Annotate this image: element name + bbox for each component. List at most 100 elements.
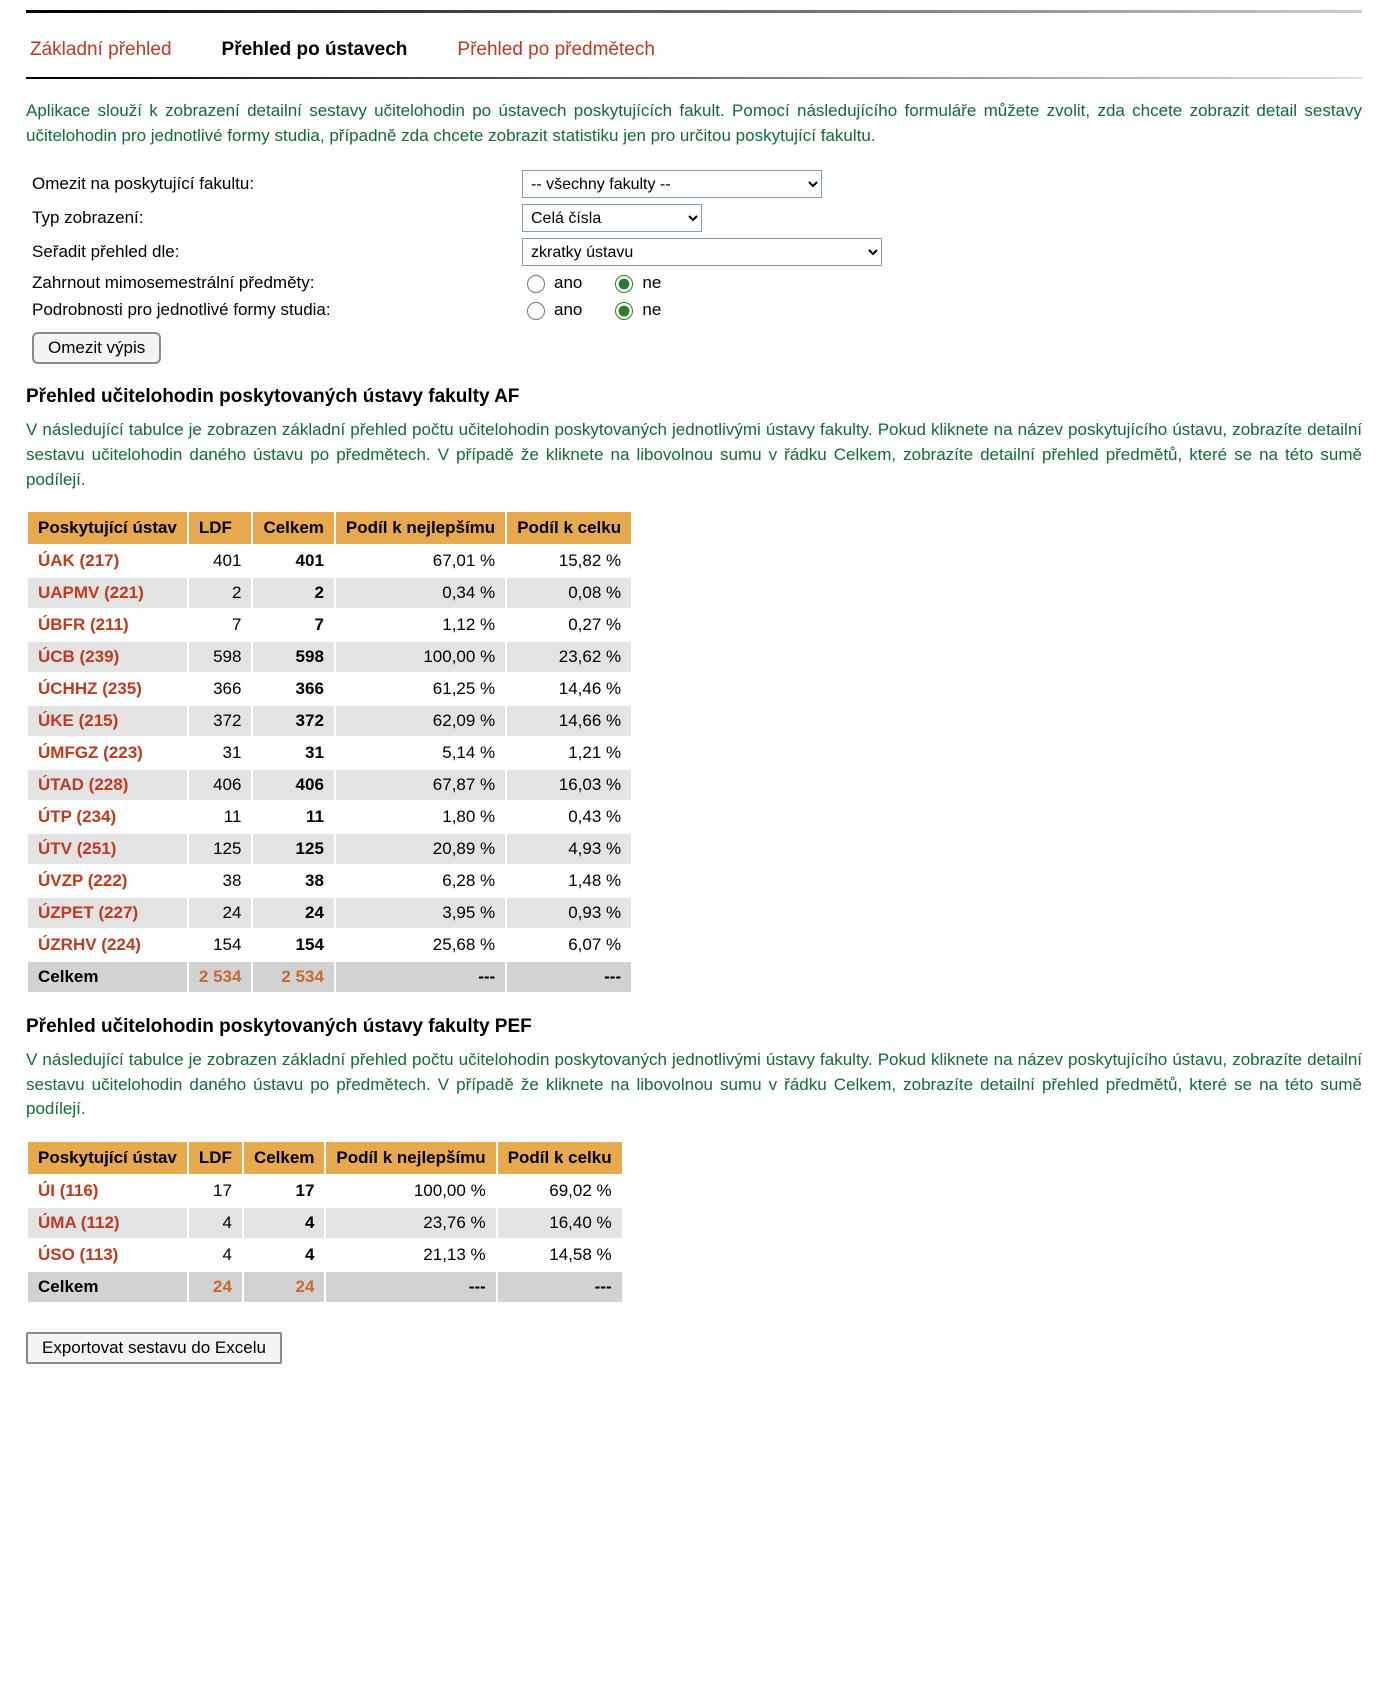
cell-ustav: ÚKE (215) (27, 705, 188, 737)
table-row: ÚZRHV (224)15415425,68 %6,07 % (27, 929, 632, 961)
total-label: Celkem (27, 961, 188, 993)
ustav-link[interactable]: ÚKE (215) (38, 711, 118, 730)
export-button[interactable]: Exportovat sestavu do Excelu (26, 1332, 282, 1364)
cell-whole: 4,93 % (506, 833, 632, 865)
cell-ldf: 11 (188, 801, 253, 833)
radio-include-no-label[interactable]: ne (610, 272, 661, 293)
tab-by-subj[interactable]: Přehled po předmětech (457, 39, 655, 61)
total-whole: --- (497, 1271, 623, 1303)
radio-detail: ano ne (522, 299, 683, 320)
section1-intro: V následující tabulce je zobrazen základ… (26, 418, 1362, 492)
radio-detail-yes-label[interactable]: ano (522, 299, 582, 320)
ustav-link[interactable]: UAPMV (221) (38, 583, 144, 602)
ustav-link[interactable]: ÚAK (217) (38, 551, 119, 570)
table-row: ÚCB (239)598598100,00 %23,62 % (27, 641, 632, 673)
cell-ldf: 31 (188, 737, 253, 769)
cell-total: 4 (243, 1239, 325, 1271)
cell-ustav: ÚTV (251) (27, 833, 188, 865)
cell-ldf: 17 (188, 1175, 243, 1207)
radio-yes-text-2: ano (554, 300, 582, 320)
cell-ldf: 125 (188, 833, 253, 865)
cell-ustav: ÚCB (239) (27, 641, 188, 673)
th-whole: Podíl k celku (506, 511, 632, 545)
cell-total: 17 (243, 1175, 325, 1207)
ustav-link[interactable]: ÚTP (234) (38, 807, 116, 826)
total-sum: 24 (243, 1271, 325, 1303)
total-ldf: 2 534 (188, 961, 253, 993)
cell-total: 406 (252, 769, 334, 801)
cell-best: 25,68 % (335, 929, 506, 961)
cell-ustav: ÚSO (113) (27, 1239, 188, 1271)
ustav-link[interactable]: ÚTAD (228) (38, 775, 128, 794)
ustav-link[interactable]: ÚSO (113) (38, 1245, 118, 1264)
radio-include-yes-label[interactable]: ano (522, 272, 582, 293)
th-ustav-2: Poskytující ústav (27, 1141, 188, 1175)
select-display[interactable]: Celá čísla (522, 204, 702, 232)
th-ldf-2: LDF (188, 1141, 243, 1175)
cell-ustav: ÚVZP (222) (27, 865, 188, 897)
ustav-link[interactable]: ÚVZP (222) (38, 871, 127, 890)
cell-best: 67,01 % (335, 545, 506, 577)
cell-ustav: ÚTAD (228) (27, 769, 188, 801)
radio-detail-no-label[interactable]: ne (610, 299, 661, 320)
th-celkem-2: Celkem (243, 1141, 325, 1175)
table-row: ÚAK (217)40140167,01 %15,82 % (27, 545, 632, 577)
radio-yes-text: ano (554, 273, 582, 293)
ustav-link[interactable]: ÚZRHV (224) (38, 935, 141, 954)
cell-ustav: ÚMA (112) (27, 1207, 188, 1239)
table-row: ÚI (116)1717100,00 %69,02 % (27, 1175, 623, 1207)
total-ldf-link[interactable]: 2 534 (199, 967, 242, 986)
radio-include-yes[interactable] (527, 275, 545, 293)
total-sum-link[interactable]: 2 534 (281, 967, 324, 986)
table-row: ÚMFGZ (223)31315,14 %1,21 % (27, 737, 632, 769)
ustav-link[interactable]: ÚZPET (227) (38, 903, 138, 922)
table-row: ÚSO (113)4421,13 %14,58 % (27, 1239, 623, 1271)
radio-include: ano ne (522, 272, 683, 293)
ustav-link[interactable]: ÚTV (251) (38, 839, 116, 858)
table-total-row: Celkem2 5342 534------ (27, 961, 632, 993)
table-af-header-row: Poskytující ústav LDF Celkem Podíl k nej… (27, 511, 632, 545)
radio-detail-no[interactable] (615, 302, 633, 320)
ustav-link[interactable]: ÚCHHZ (235) (38, 679, 142, 698)
total-sum-link[interactable]: 24 (296, 1277, 315, 1296)
ustav-link[interactable]: ÚBFR (211) (38, 615, 129, 634)
ustav-link[interactable]: ÚCB (239) (38, 647, 119, 666)
cell-ustav: UAPMV (221) (27, 577, 188, 609)
select-faculty[interactable]: -- všechny fakulty -- (522, 170, 822, 198)
th-best: Podíl k nejlepšímu (335, 511, 506, 545)
radio-no-text: ne (642, 273, 661, 293)
ustav-link[interactable]: ÚMFGZ (223) (38, 743, 143, 762)
ustav-link[interactable]: ÚMA (112) (38, 1213, 120, 1232)
select-sort[interactable]: zkratky ústavu (522, 238, 882, 266)
row-faculty: Omezit na poskytující fakultu: -- všechn… (32, 170, 1362, 198)
tab-basic[interactable]: Základní přehled (30, 39, 172, 61)
label-display: Typ zobrazení: (32, 208, 522, 228)
cell-ldf: 4 (188, 1207, 243, 1239)
row-include: Zahrnout mimosemestrální předměty: ano n… (32, 272, 1362, 293)
total-ldf-link[interactable]: 24 (213, 1277, 232, 1296)
submit-button[interactable]: Omezit výpis (32, 332, 161, 364)
tab-bar: Základní přehled Přehled po ústavech Pře… (26, 21, 1362, 71)
total-sum: 2 534 (252, 961, 334, 993)
table-row: ÚZPET (227)24243,95 %0,93 % (27, 897, 632, 929)
tab-divider (26, 77, 1362, 79)
table-row: ÚMA (112)4423,76 %16,40 % (27, 1207, 623, 1239)
cell-whole: 14,58 % (497, 1239, 623, 1271)
section2-title: Přehled učitelohodin poskytovaných ústav… (26, 1016, 1362, 1038)
table-row: ÚVZP (222)38386,28 %1,48 % (27, 865, 632, 897)
cell-ldf: 401 (188, 545, 253, 577)
cell-ldf: 2 (188, 577, 253, 609)
cell-whole: 15,82 % (506, 545, 632, 577)
cell-ldf: 406 (188, 769, 253, 801)
radio-include-no[interactable] (615, 275, 633, 293)
cell-total: 125 (252, 833, 334, 865)
radio-detail-yes[interactable] (527, 302, 545, 320)
ustav-link[interactable]: ÚI (116) (38, 1181, 98, 1200)
cell-total: 11 (252, 801, 334, 833)
total-best: --- (335, 961, 506, 993)
cell-ustav: ÚZPET (227) (27, 897, 188, 929)
cell-ustav: ÚMFGZ (223) (27, 737, 188, 769)
th-whole-2: Podíl k celku (497, 1141, 623, 1175)
table-row: ÚCHHZ (235)36636661,25 %14,46 % (27, 673, 632, 705)
cell-whole: 23,62 % (506, 641, 632, 673)
